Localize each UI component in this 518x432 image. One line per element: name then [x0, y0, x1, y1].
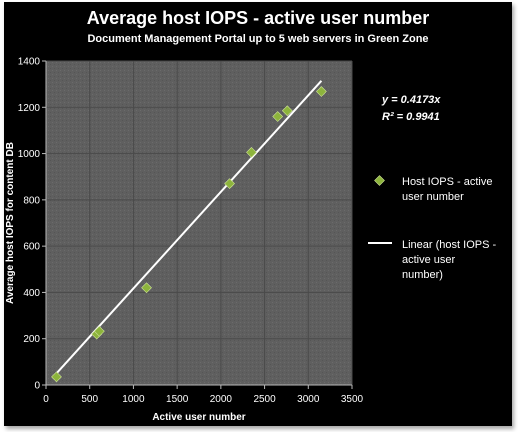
- data-point: [51, 371, 62, 383]
- x-tick-label: 1500: [166, 394, 189, 405]
- data-point: [141, 282, 152, 294]
- chart-title: Average host IOPS - active user number: [87, 8, 429, 28]
- x-tick-label: 500: [81, 394, 98, 405]
- x-tick-label: 0: [43, 394, 49, 405]
- y-tick-label: 200: [23, 334, 40, 345]
- chart-frame: Average host IOPS - active user number D…: [4, 2, 512, 426]
- x-tick-label: 3500: [341, 394, 364, 405]
- legend-label-host-iops-line2: user number: [402, 191, 464, 203]
- legend-label-host-iops-line1: Host IOPS - active: [402, 176, 492, 188]
- data-point: [281, 105, 293, 117]
- x-tick-label: 2000: [210, 394, 233, 405]
- trend-equation: y = 0.4173x: [381, 94, 441, 106]
- y-tick-label: 1200: [18, 103, 41, 114]
- x-tick-label: 2500: [253, 394, 276, 405]
- x-tick-labels: 0 500 1000 1500 2000 2500 3000 3500: [43, 394, 363, 405]
- y-tick-label: 600: [23, 242, 40, 253]
- data-point: [93, 325, 105, 337]
- y-tick-label: 400: [23, 288, 40, 299]
- data-points: [51, 86, 327, 383]
- trend-r-squared: R² = 0.9941: [382, 111, 440, 123]
- y-tick-label: 1400: [18, 57, 41, 68]
- y-tick-label: 0: [34, 381, 40, 392]
- y-tick-labels: 0 200 400 600 800 1000 1200 1400: [18, 57, 41, 392]
- data-point: [224, 178, 235, 190]
- data-point: [246, 147, 257, 158]
- legend-label-linear-line1: Linear (host IOPS -: [402, 239, 496, 251]
- y-tick-label: 1000: [18, 149, 41, 160]
- legend-marker-host-iops: [374, 175, 385, 186]
- x-axis-title: Active user number: [152, 412, 245, 423]
- chart-subtitle: Document Management Portal up to 5 web s…: [87, 33, 428, 45]
- legend-label-linear-line3: number): [402, 269, 443, 281]
- data-point: [316, 86, 327, 97]
- x-tick-label: 1000: [122, 394, 145, 405]
- x-tick-label: 3000: [297, 394, 320, 405]
- plot-area: [46, 61, 352, 385]
- axes: [42, 60, 353, 389]
- y-axis-title: Average host IOPS for content DB: [5, 142, 16, 304]
- grid-lines: [46, 60, 353, 385]
- y-tick-label: 800: [23, 195, 40, 206]
- chart-svg: Average host IOPS - active user number D…: [5, 8, 496, 423]
- data-point: [272, 111, 284, 122]
- legend-label-linear-line2: active user: [402, 254, 456, 266]
